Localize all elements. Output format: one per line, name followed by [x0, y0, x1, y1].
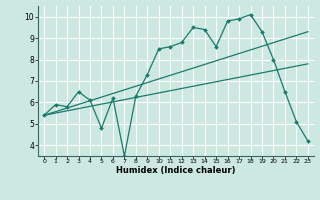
X-axis label: Humidex (Indice chaleur): Humidex (Indice chaleur) [116, 166, 236, 175]
